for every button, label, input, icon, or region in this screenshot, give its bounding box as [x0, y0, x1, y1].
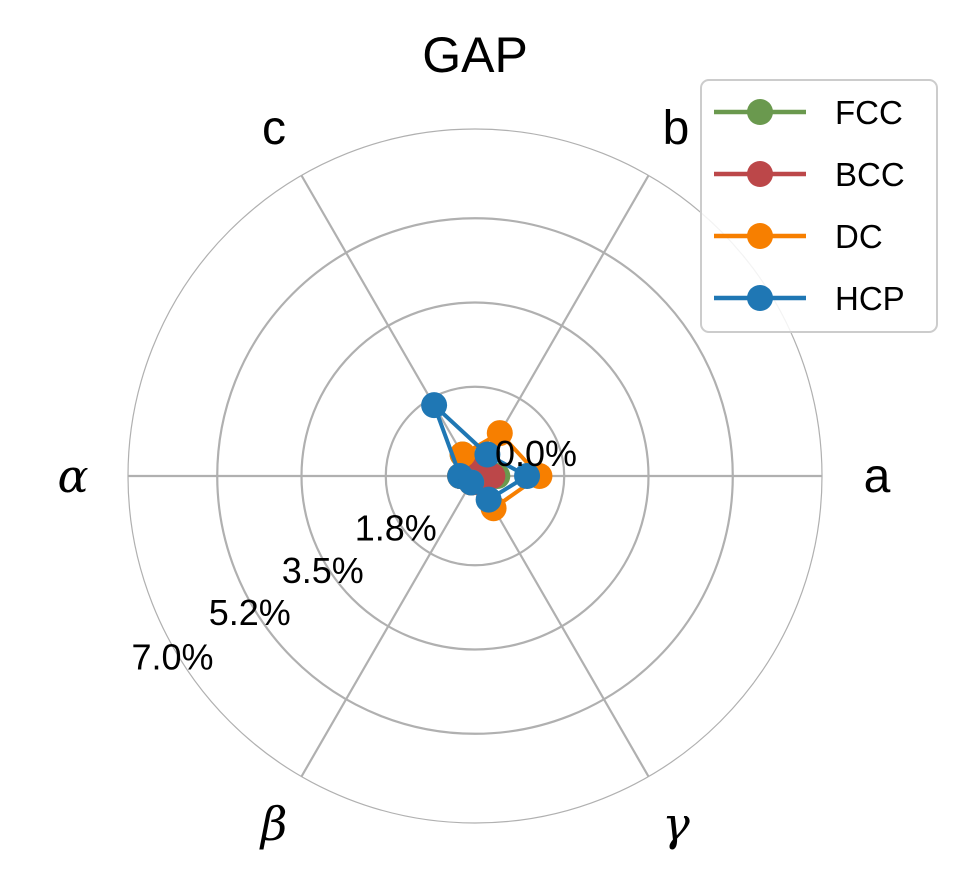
axis-label: b — [663, 102, 690, 155]
legend-marker — [747, 161, 773, 187]
axis-labels: a b c α β γ — [57, 102, 890, 851]
series-point — [475, 486, 502, 513]
legend: FCC BCC DC HCP — [700, 79, 938, 333]
radial-tick-labels: 0.0% 1.8%3.5%5.2%7.0% — [131, 433, 577, 678]
legend-marker — [747, 285, 773, 311]
legend-label: FCC — [835, 94, 903, 131]
series-point — [474, 441, 501, 468]
series-point — [421, 392, 448, 419]
series-point — [458, 469, 485, 496]
axis-label: α — [57, 449, 88, 503]
legend-marker — [747, 223, 773, 249]
radial-tick-label: 7.0% — [131, 637, 213, 678]
axis-label: β — [259, 797, 288, 851]
radial-tick-label: 5.2% — [209, 592, 291, 633]
data-series — [421, 392, 553, 522]
series-point — [514, 463, 541, 489]
series-point — [486, 420, 513, 447]
legend-label: BCC — [835, 156, 905, 193]
legend-marker — [747, 99, 773, 125]
legend-frame — [700, 79, 938, 333]
legend-label: HCP — [835, 280, 905, 317]
grid-spoke — [300, 475, 476, 778]
radial-tick-label: 1.8% — [355, 508, 437, 549]
axis-label: a — [864, 450, 891, 503]
legend-label: DC — [835, 218, 883, 255]
grid-spoke — [300, 174, 476, 477]
grid-spoke — [474, 475, 650, 778]
axis-label: γ — [662, 797, 690, 851]
axis-label: c — [262, 102, 286, 155]
radial-tick-label: 3.5% — [282, 550, 364, 591]
radial-tick-label: 0.0% — [495, 433, 577, 474]
chart-title: GAP — [422, 27, 528, 83]
